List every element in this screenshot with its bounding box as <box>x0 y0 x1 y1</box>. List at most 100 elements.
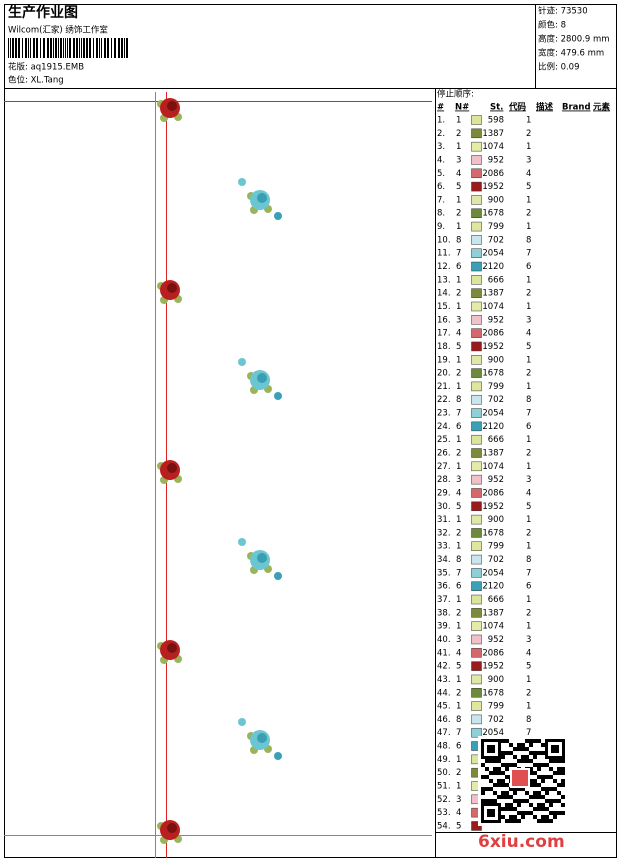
color-swatch <box>471 448 482 458</box>
stitch-count: 799 <box>488 382 504 392</box>
needle: 7 <box>456 568 461 578</box>
qr-module <box>481 763 485 767</box>
code: 3 <box>526 315 531 325</box>
qr-module <box>549 803 553 807</box>
qr-module <box>489 771 493 775</box>
stitch-count: 1952 <box>482 182 504 192</box>
qr-module <box>505 807 509 811</box>
stitch-count: 2054 <box>482 568 504 578</box>
needle: 6 <box>456 262 461 272</box>
stitch-count: 1678 <box>482 688 504 698</box>
code: 1 <box>526 515 531 525</box>
qr-module <box>513 815 517 819</box>
stitch-count: 1678 <box>482 528 504 538</box>
row-number: 38. <box>437 608 451 618</box>
color-swatch <box>471 208 482 218</box>
qr-module <box>561 783 565 787</box>
row-number: 22. <box>437 395 451 405</box>
code: 7 <box>526 728 531 738</box>
row-number: 14. <box>437 289 451 299</box>
needle: 1 <box>456 462 461 472</box>
row-number: 44. <box>437 688 451 698</box>
code: 2 <box>526 129 531 139</box>
colorway: 色位: XL.Tang <box>8 75 64 86</box>
row-number: 25. <box>437 435 451 445</box>
needle: 1 <box>456 622 461 632</box>
qr-module <box>505 751 509 755</box>
needle: 8 <box>456 715 461 725</box>
bar <box>76 38 78 58</box>
qr-module <box>549 759 553 763</box>
qr-module <box>501 779 505 783</box>
color-swatch <box>471 141 482 152</box>
row-number: 28. <box>437 475 451 485</box>
bar <box>40 38 41 58</box>
code: 5 <box>526 342 531 352</box>
qr-module <box>537 739 541 743</box>
bar <box>15 38 17 58</box>
needle: 3 <box>456 475 461 485</box>
color-swatch <box>471 275 482 285</box>
qr-module <box>561 779 565 783</box>
needle: 8 <box>456 235 461 245</box>
bar <box>30 38 31 58</box>
qr-module <box>545 763 549 767</box>
qr-module <box>533 791 537 795</box>
qr-module <box>489 787 493 791</box>
needle: 7 <box>456 249 461 259</box>
row-number: 45. <box>437 702 451 712</box>
qr-module <box>489 759 493 763</box>
stitch-count: 1387 <box>482 449 504 459</box>
qr-finder <box>487 809 495 817</box>
qr-module <box>541 751 545 755</box>
qr-module <box>501 755 505 759</box>
row-number: 32. <box>437 528 451 538</box>
border <box>4 4 617 858</box>
qr-module <box>553 779 557 783</box>
row-number: 12. <box>437 262 451 272</box>
row-number: 46. <box>437 715 451 725</box>
stitch-count: 1074 <box>482 622 504 632</box>
stitch-count: 799 <box>488 222 504 232</box>
row-number: 35. <box>437 568 451 578</box>
qr-module <box>541 763 545 767</box>
qr-module <box>493 759 497 763</box>
qr-module <box>505 767 509 771</box>
qr-module <box>541 803 545 807</box>
qr-module <box>501 763 505 767</box>
qr-module <box>493 783 497 787</box>
needle: 1 <box>456 142 461 152</box>
bar <box>81 38 82 58</box>
info-line: 高度: 2800.9 mm <box>538 34 610 45</box>
needle: 7 <box>456 409 461 419</box>
row-number: 29. <box>437 488 451 498</box>
row-number: 50. <box>437 768 451 778</box>
color-swatch <box>471 727 482 738</box>
qr-module <box>537 751 541 755</box>
qr-module <box>481 791 485 795</box>
qr-module <box>501 815 505 819</box>
row-number: 39. <box>437 622 451 632</box>
code: 5 <box>526 662 531 672</box>
needle: 4 <box>456 488 461 498</box>
qr-module <box>505 739 509 743</box>
qr-module <box>513 819 517 823</box>
qr-module <box>497 759 501 763</box>
code: 3 <box>526 155 531 165</box>
row-number: 31. <box>437 515 451 525</box>
stitch-count: 2086 <box>482 488 504 498</box>
stitch-count: 900 <box>488 675 504 685</box>
column-header: 描述 <box>536 102 554 113</box>
bar <box>10 38 11 58</box>
needle: 1 <box>456 542 461 552</box>
row-number: 6. <box>437 182 445 192</box>
color-swatch <box>471 195 482 205</box>
bar <box>86 38 88 58</box>
qr-logo <box>510 768 530 788</box>
qr-module <box>485 767 489 771</box>
design-area <box>4 92 432 858</box>
column-header: N# <box>455 103 469 113</box>
barcode <box>8 38 128 58</box>
qr-module <box>537 783 541 787</box>
